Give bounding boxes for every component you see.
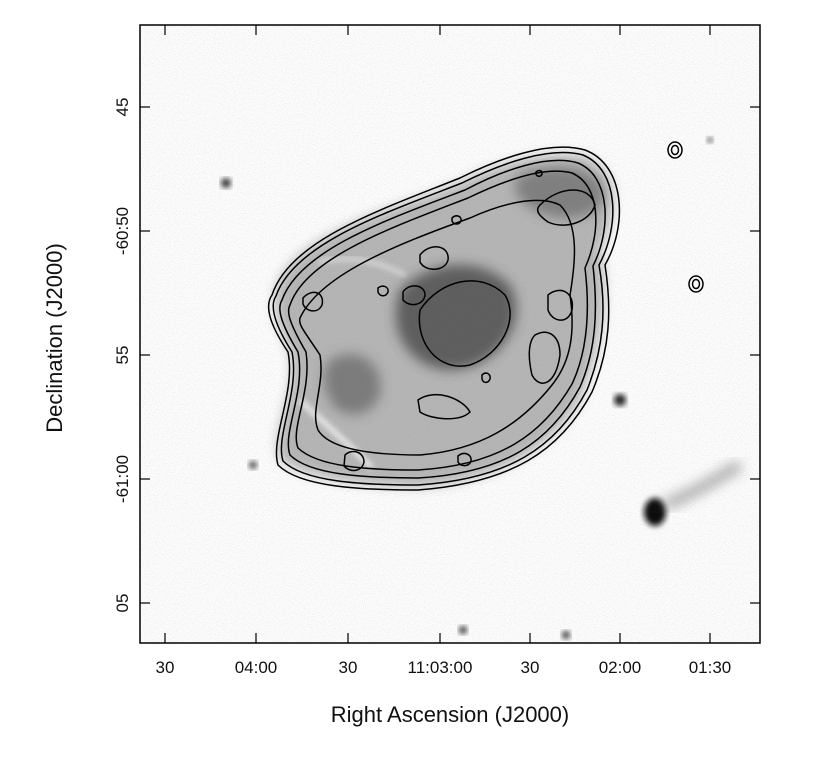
- contour-outer: [267, 146, 621, 491]
- contour-island: [343, 450, 365, 472]
- x-tick-label: 30: [521, 658, 540, 677]
- point-source: [221, 178, 231, 188]
- x-tick-label: 11:03:00: [408, 658, 473, 677]
- contour-island: [535, 169, 543, 177]
- x-tick-label: 30: [156, 658, 175, 677]
- contour-island: [547, 289, 574, 321]
- contour-island: [419, 246, 449, 270]
- contour-3: [279, 159, 606, 479]
- contour-island: [417, 393, 471, 420]
- remnant-blob-w: [324, 354, 381, 415]
- x-tick-label: 30: [339, 658, 358, 677]
- contour-overlay: [267, 141, 704, 491]
- contour-2: [272, 151, 614, 486]
- y-tick-label: -61:00: [113, 455, 132, 503]
- y-tick-label: 55: [113, 346, 132, 365]
- contour-core: [418, 280, 511, 367]
- contour-island: [377, 285, 389, 297]
- contour-island: [481, 372, 491, 384]
- contour-source-ring: [688, 275, 704, 293]
- point-source: [459, 626, 467, 634]
- point-source: [614, 394, 626, 406]
- contour-island: [402, 285, 426, 306]
- x-ticks: [164, 25, 711, 643]
- jet-feature: [662, 459, 744, 511]
- point-source: [707, 137, 713, 143]
- contour-4: [287, 170, 597, 471]
- point-source: [562, 631, 570, 639]
- x-tick-labels: 30 04:00 30 11:03:00 30 02:00 01:30: [156, 658, 732, 677]
- y-tick-label: 05: [113, 594, 132, 613]
- image-plane: [140, 25, 760, 643]
- bright-filament-north: [317, 257, 406, 277]
- contour-source-ring: [667, 141, 683, 159]
- point-source: [249, 461, 257, 469]
- contour-island: [528, 331, 561, 384]
- contour-ne-blob: [536, 189, 596, 226]
- x-tick-label: 04:00: [235, 658, 278, 677]
- contour-island: [457, 452, 472, 467]
- y-axis-title: Declination (J2000): [42, 243, 67, 433]
- x-tick-label: 02:00: [599, 658, 642, 677]
- x-axis-title: Right Ascension (J2000): [331, 702, 569, 727]
- contour-source-ring: [670, 144, 680, 156]
- contour-source-ring: [691, 278, 701, 290]
- point-source: [644, 498, 666, 526]
- x-tick-label: 01:30: [689, 658, 732, 677]
- y-tick-label: 45: [113, 98, 132, 117]
- contour-island: [302, 291, 324, 312]
- y-ticks: [140, 106, 760, 604]
- contour-inner-ring: [298, 199, 576, 456]
- plot-frame: [139, 24, 761, 644]
- y-tick-labels: 45 -60:50 55 -61:00 05: [113, 98, 132, 613]
- contour-island: [451, 215, 462, 225]
- y-tick-label: -60:50: [113, 207, 132, 255]
